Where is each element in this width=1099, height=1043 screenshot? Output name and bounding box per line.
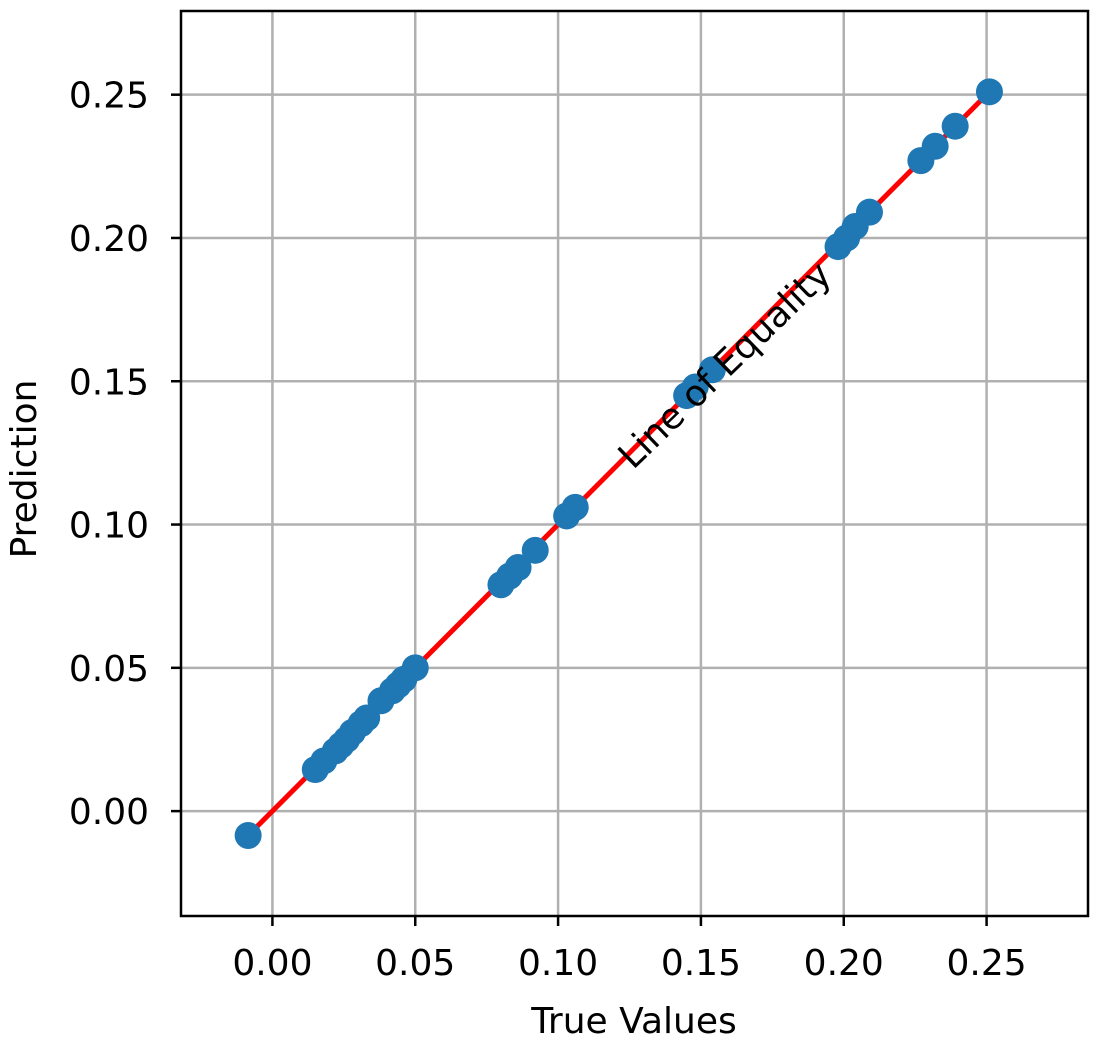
scatter-point bbox=[855, 198, 883, 226]
x-tick-label: 0.05 bbox=[375, 943, 455, 984]
scatter-point bbox=[561, 493, 589, 521]
scatter-point bbox=[698, 356, 726, 384]
x-tick-label: 0.20 bbox=[804, 943, 884, 984]
scatter-points bbox=[234, 78, 1003, 849]
y-tick-label: 0.20 bbox=[69, 219, 149, 260]
y-axis-ticks: 0.00 0.05 0.10 0.15 0.20 0.25 bbox=[69, 76, 181, 833]
x-axis-label: True Values bbox=[530, 1001, 737, 1042]
y-tick-label: 0.10 bbox=[69, 506, 149, 547]
scatter-point bbox=[234, 821, 262, 849]
scatter-point bbox=[975, 78, 1003, 106]
scatter-point bbox=[401, 654, 429, 682]
scatter-point bbox=[941, 112, 969, 140]
y-tick-label: 0.00 bbox=[69, 792, 149, 833]
plot-frame bbox=[179, 9, 1090, 918]
x-axis-ticks: 0.00 0.05 0.10 0.15 0.20 0.25 bbox=[232, 916, 1027, 984]
scatter-point bbox=[681, 373, 709, 401]
grid bbox=[181, 11, 1088, 916]
scatter-point bbox=[504, 554, 532, 582]
y-tick-label: 0.05 bbox=[69, 649, 149, 690]
x-tick-label: 0.25 bbox=[947, 943, 1027, 984]
y-axis-label: Prediction bbox=[4, 380, 45, 559]
scatter-point bbox=[921, 132, 949, 160]
x-tick-label: 0.00 bbox=[232, 943, 312, 984]
x-tick-label: 0.10 bbox=[518, 943, 598, 984]
equality-annotation: Line of Equality bbox=[611, 254, 840, 477]
scatter-point bbox=[521, 536, 549, 564]
y-tick-label: 0.25 bbox=[69, 76, 149, 117]
y-tick-label: 0.15 bbox=[69, 362, 149, 403]
x-tick-label: 0.15 bbox=[661, 943, 741, 984]
